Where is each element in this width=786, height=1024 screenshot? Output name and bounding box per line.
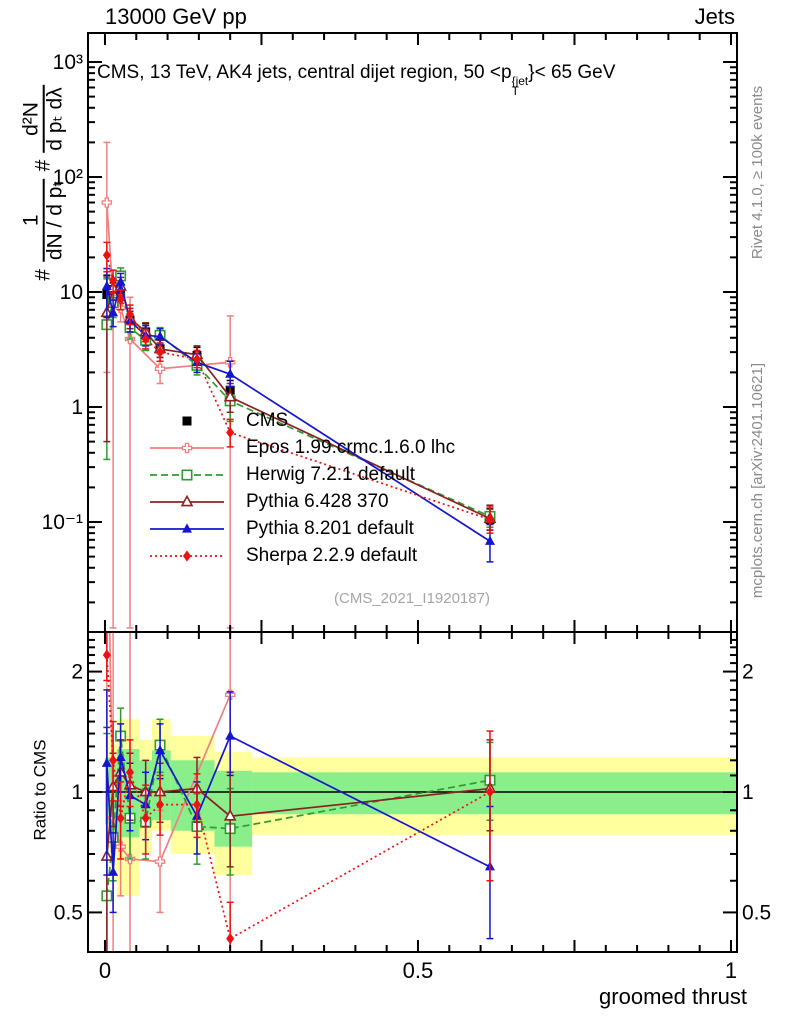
xtick-label: 1 [725, 958, 737, 983]
legend-item-epos: Epos 1.99.crmc.1.6.0 lhc [148, 434, 455, 461]
ratio-ytick-label-left: 2 [71, 661, 83, 684]
legend-item-pythia8: Pythia 8.201 default [148, 515, 455, 542]
ylabel-frac2-num: d²N [19, 102, 43, 136]
panel-title-prefix: CMS, 13 TeV, AK4 jets, central dijet reg… [97, 62, 512, 83]
pt-jet-sup: {jet [511, 74, 529, 88]
main-ytick-label: 10³ [53, 51, 83, 74]
axis-tick-labels: 10³ 10² 10 1 10⁻¹ 2 2 1 1 0.5 0.5 0 0.5 1 [42, 51, 772, 983]
legend-marker-epos [150, 442, 224, 453]
main-ytick-label: 1 [71, 396, 83, 419]
ylabel-fraction-2: d²N d pₜ dλ [19, 85, 68, 153]
ylabel-hash-2: # [32, 159, 56, 172]
legend-marker-sherpa [150, 549, 224, 562]
ratio-ytick-label-right: 0.5 [742, 901, 771, 924]
ratio-y-axis-label: Ratio to CMS [31, 739, 50, 841]
ylabel-fraction-1: 1 dN / d pₜ [19, 178, 68, 263]
x-axis-label: groomed thrust [599, 984, 747, 1009]
legend-label-pythia8: Pythia 8.201 default [246, 517, 414, 539]
legend-label-sherpa: Sherpa 2.2.9 default [246, 544, 418, 566]
series-sherpa-ratio [102, 632, 494, 952]
legend-item-sherpa: Sherpa 2.2.9 default [148, 542, 455, 569]
main-y-axis-label: # 1 dN / d pₜ # d²N d pₜ dλ [0, 28, 92, 338]
legend-marker-pythia8 [150, 522, 224, 533]
legend-label-pythia6: Pythia 6.428 370 [246, 490, 389, 512]
legend-label-herwig: Herwig 7.2.1 default [246, 463, 415, 485]
main-ytick-label: 10² [53, 166, 83, 189]
beam-label: 13000 GeV pp [105, 4, 247, 29]
legend-label-epos: Epos 1.99.crmc.1.6.0 lhc [246, 436, 456, 458]
ratio-uncertainty-bands [88, 719, 737, 896]
legend-item-pythia6: Pythia 6.428 370 [148, 488, 455, 515]
xtick-label: 0 [99, 958, 111, 983]
ylabel-hash-1: # [32, 269, 56, 281]
ylabel-frac2-den: d pₜ dλ [43, 85, 68, 153]
mcplots-arxiv-note: mcplots.cern.ch [arXiv:2401.10621] [749, 362, 767, 598]
series-sherpa-main [102, 241, 494, 534]
ylabel-frac1-num: 1 [19, 214, 43, 227]
xtick-label: 0.5 [403, 958, 434, 983]
legend-marker-pythia6 [150, 494, 224, 506]
panel-title-suffix: }< 65 GeV [528, 62, 616, 83]
ratio-ytick-label-left: 0.5 [54, 901, 83, 924]
legend-item-herwig: Herwig 7.2.1 default [148, 461, 455, 488]
analysis-id-watermark: (CMS_2021_I1920187) [334, 590, 490, 607]
panel-title: CMS, 13 TeV, AK4 jets, central dijet reg… [97, 62, 616, 98]
axis-ticks [88, 33, 737, 952]
pt-jet-stack: {jet T [511, 74, 529, 98]
ratio-ytick-label-left: 1 [71, 781, 83, 804]
ratio-ytick-label-right: 1 [742, 781, 754, 804]
legend-marker-cms [182, 416, 192, 425]
rivet-version-note: Rivet 4.1.0, ≥ 100k events [749, 85, 767, 260]
legend: CMS Epos 1.99.crmc.1.6.0 lhc Herwig 7.2.… [148, 407, 455, 569]
analysis-group-label: Jets [694, 4, 735, 29]
ratio-ytick-label-right: 2 [742, 661, 754, 684]
pt-jet-sub: T [511, 84, 519, 98]
main-ytick-label: 10⁻¹ [42, 511, 83, 534]
legend-item-cms: CMS [148, 407, 455, 434]
main-ytick-label: 10 [60, 281, 83, 304]
ylabel-frac1-den: dN / d pₜ [43, 178, 68, 263]
legend-label-cms: CMS [246, 409, 289, 431]
legend-marker-herwig [150, 469, 224, 480]
